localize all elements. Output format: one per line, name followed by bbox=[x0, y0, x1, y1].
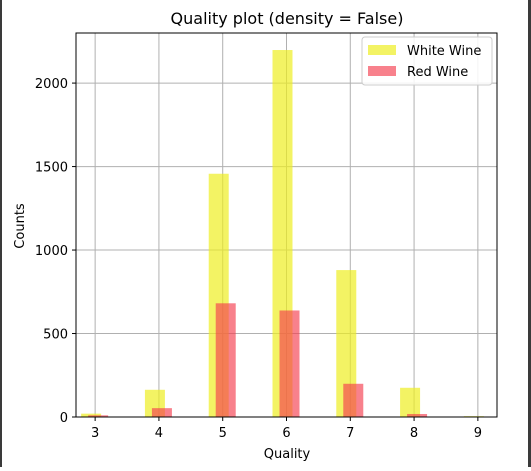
bar-red-wine-7 bbox=[343, 383, 364, 417]
y-tick-label: 1500 bbox=[35, 161, 68, 176]
bar-white-wine-7 bbox=[336, 270, 357, 417]
window-edge-left bbox=[0, 0, 2, 467]
x-tick-label: 4 bbox=[155, 426, 163, 441]
y-tick-label: 500 bbox=[43, 328, 68, 343]
x-tick-label: 5 bbox=[219, 426, 227, 441]
bar-red-wine-6 bbox=[279, 310, 300, 417]
legend-swatch-red-wine bbox=[368, 66, 396, 76]
chart-title: Quality plot (density = False) bbox=[171, 9, 404, 28]
x-tick-label: 7 bbox=[346, 426, 354, 441]
x-tick-label: 8 bbox=[410, 426, 418, 441]
bar-red-wine-3 bbox=[88, 415, 109, 417]
red-wine-series bbox=[88, 303, 428, 417]
x-tick-label: 9 bbox=[474, 426, 482, 441]
legend: White Wine Red Wine bbox=[361, 36, 493, 86]
y-tick-label: 0 bbox=[60, 411, 68, 426]
y-axis-label: Counts bbox=[13, 203, 28, 249]
y-tick-label: 2000 bbox=[35, 77, 68, 92]
legend-swatch-white-wine bbox=[368, 45, 396, 55]
bar-red-wine-5 bbox=[215, 303, 236, 417]
legend-label-white-wine: White Wine bbox=[407, 44, 481, 59]
bar-white-wine-8 bbox=[400, 387, 421, 417]
y-axis-ticks: 0 500 1000 1500 2000 bbox=[35, 77, 76, 426]
legend-label-red-wine: Red Wine bbox=[407, 65, 468, 80]
bar-red-wine-8 bbox=[407, 413, 428, 417]
y-tick-label: 1000 bbox=[35, 244, 68, 259]
x-tick-label: 6 bbox=[282, 426, 290, 441]
window-edge-right bbox=[528, 0, 531, 467]
bar-red-wine-4 bbox=[151, 408, 172, 417]
x-axis-label: Quality bbox=[264, 447, 311, 462]
x-axis-ticks: 3 4 5 6 7 8 9 bbox=[91, 417, 482, 441]
x-tick-label: 3 bbox=[91, 426, 99, 441]
